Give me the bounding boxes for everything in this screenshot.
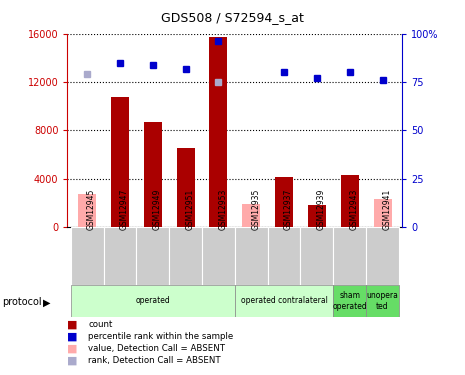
Bar <box>111 96 129 227</box>
Bar <box>71 227 104 285</box>
Text: GSM12939: GSM12939 <box>317 188 326 230</box>
Bar <box>71 285 235 317</box>
Text: GSM12943: GSM12943 <box>350 188 359 230</box>
Bar <box>333 227 366 285</box>
Text: ■: ■ <box>67 320 78 329</box>
Bar <box>144 122 162 227</box>
Text: GSM12941: GSM12941 <box>383 189 392 230</box>
Text: count: count <box>88 320 113 329</box>
Bar <box>333 285 366 317</box>
Bar <box>275 177 293 227</box>
Text: unopera
ted: unopera ted <box>366 291 399 310</box>
Text: GSM12951: GSM12951 <box>186 189 194 230</box>
Bar <box>366 285 399 317</box>
Bar <box>242 204 260 227</box>
Text: GSM12945: GSM12945 <box>87 188 96 230</box>
Bar <box>136 227 169 285</box>
Text: GSM12949: GSM12949 <box>153 188 162 230</box>
Bar <box>373 199 392 227</box>
Text: ■: ■ <box>67 344 78 353</box>
Text: GSM12937: GSM12937 <box>284 188 293 230</box>
Text: ■: ■ <box>67 356 78 365</box>
Text: operated: operated <box>135 296 170 305</box>
Text: GDS508 / S72594_s_at: GDS508 / S72594_s_at <box>161 11 304 24</box>
Text: GSM12947: GSM12947 <box>120 188 129 230</box>
Bar <box>202 227 235 285</box>
Text: percentile rank within the sample: percentile rank within the sample <box>88 332 233 341</box>
Text: GSM12935: GSM12935 <box>251 188 260 230</box>
Text: ▶: ▶ <box>43 298 50 307</box>
Text: operated contralateral: operated contralateral <box>240 296 327 305</box>
Bar <box>308 205 326 227</box>
Bar <box>104 227 136 285</box>
Bar <box>366 227 399 285</box>
Text: value, Detection Call = ABSENT: value, Detection Call = ABSENT <box>88 344 226 353</box>
Text: protocol: protocol <box>2 297 42 307</box>
Bar <box>235 227 268 285</box>
Bar <box>78 194 96 227</box>
Text: ■: ■ <box>67 332 78 341</box>
Text: rank, Detection Call = ABSENT: rank, Detection Call = ABSENT <box>88 356 221 365</box>
Bar <box>209 38 227 227</box>
Bar <box>300 227 333 285</box>
Bar <box>169 227 202 285</box>
Bar <box>341 175 359 227</box>
Bar <box>235 285 333 317</box>
Text: GSM12953: GSM12953 <box>219 188 227 230</box>
Bar <box>268 227 300 285</box>
Text: sham
operated: sham operated <box>332 291 367 310</box>
Bar <box>177 148 195 227</box>
